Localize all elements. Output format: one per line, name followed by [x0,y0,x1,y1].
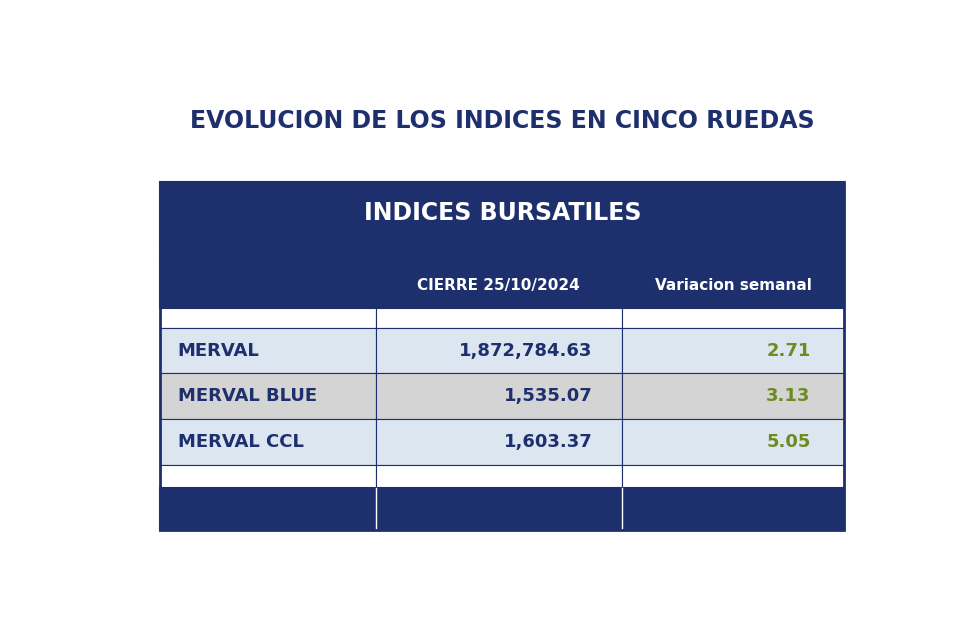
Bar [161,465,375,488]
Bar [375,419,622,465]
Bar [161,328,375,374]
Bar [161,181,844,243]
Bar [622,419,844,465]
Bar [622,465,844,488]
Bar [161,419,375,465]
Text: MERVAL: MERVAL [177,342,260,360]
Bar [375,308,622,328]
Text: 2.71: 2.71 [766,342,810,360]
Text: 5.05: 5.05 [766,433,810,451]
Text: MERVAL BLUE: MERVAL BLUE [177,387,317,405]
Bar [375,263,622,308]
Bar [622,263,844,308]
Bar [161,181,844,530]
Bar [161,263,375,308]
Text: 3.13: 3.13 [766,387,810,405]
Bar [375,465,622,488]
Bar [161,243,844,263]
Bar [622,308,844,328]
Text: MERVAL CCL: MERVAL CCL [177,433,304,451]
Bar [161,374,375,419]
Text: 1,603.37: 1,603.37 [504,433,592,451]
Text: 1,872,784.63: 1,872,784.63 [459,342,592,360]
Bar [161,488,844,530]
Bar [622,374,844,419]
Text: CIERRE 25/10/2024: CIERRE 25/10/2024 [417,278,580,293]
Text: EVOLUCION DE LOS INDICES EN CINCO RUEDAS: EVOLUCION DE LOS INDICES EN CINCO RUEDAS [190,109,814,133]
Bar [622,328,844,374]
Text: Variacion semanal: Variacion semanal [655,278,811,293]
Bar [375,374,622,419]
Bar [375,328,622,374]
Bar [161,308,375,328]
Text: INDICES BURSATILES: INDICES BURSATILES [364,200,641,225]
Text: 1,535.07: 1,535.07 [504,387,592,405]
